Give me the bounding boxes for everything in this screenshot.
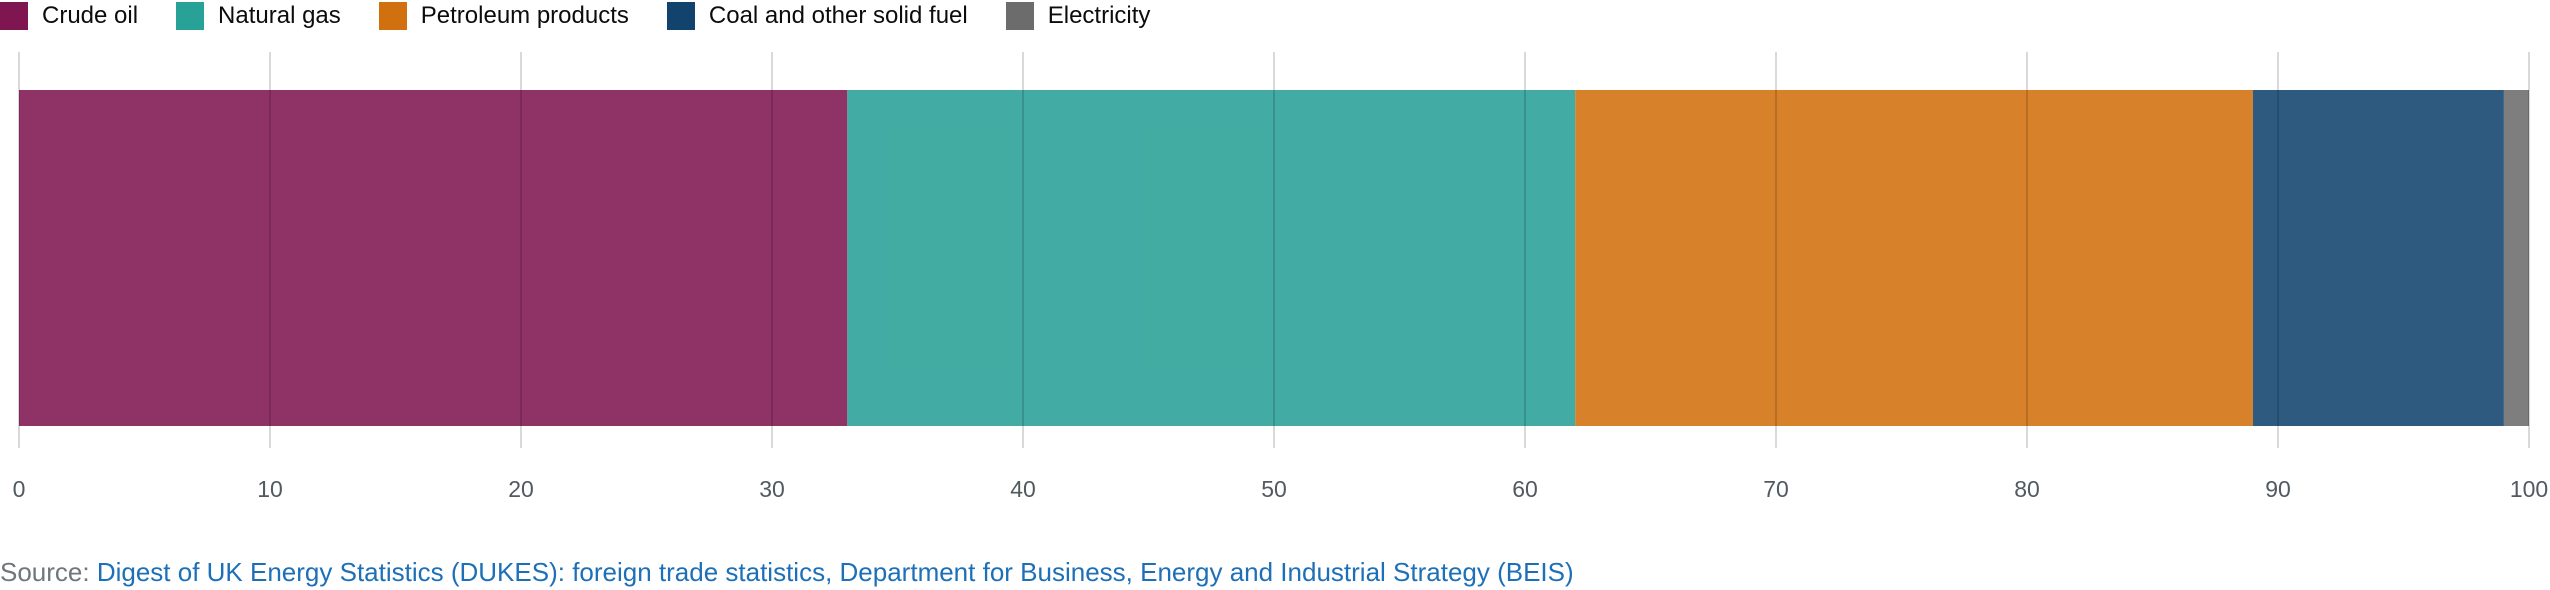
legend-swatch-4 [1005,2,1034,30]
bar-segment-3 [2252,90,2504,426]
legend-item-3: Coal and other solid fuel [666,2,968,30]
bars-layer [19,90,2529,426]
source-note: Source: Digest of UK Energy Statistics (… [0,557,1574,588]
x-tick-label-5: 50 [1261,476,1287,502]
bar-segment-4 [2503,90,2529,426]
legend-item-2: Petroleum products [378,2,629,30]
legend-item-1: Natural gas [176,2,341,30]
legend-item-0: Crude oil [0,2,138,30]
legend-swatch-0 [0,2,28,30]
x-tick-label-3: 30 [759,476,785,502]
x-axis-ticks: 0 10 20 30 40 50 60 70 80 90 100 [13,476,2549,502]
stacked-bar-chart: 0 10 20 30 40 50 60 70 80 90 100 [13,52,2549,502]
legend-label-3: Coal and other solid fuel [708,2,968,29]
bar-segment-0 [19,90,848,426]
x-tick-label-1: 10 [257,476,283,502]
legend-label-2: Petroleum products [420,2,629,29]
legend-label-1: Natural gas [218,2,341,29]
source-prefix: Source: [0,557,97,587]
chart-legend: Crude oil Natural gas Petroleum products Co… [0,0,1188,32]
bar-segment-2 [1575,90,2253,426]
gridlines-layer [18,52,2530,448]
x-tick-label-0: 0 [13,476,26,502]
x-tick-label-7: 70 [1763,476,1789,502]
legend-label-0: Crude oil [42,2,139,29]
x-tick-label-8: 80 [2014,476,2040,502]
x-tick-label-2: 20 [508,476,534,502]
source-link[interactable]: Digest of UK Energy Statistics (DUKES): … [96,557,1574,587]
x-tick-label-10: 100 [2510,476,2548,502]
x-tick-label-6: 60 [1512,476,1538,502]
legend-item-4: Electricity [1005,2,1151,30]
x-tick-label-4: 40 [1010,476,1036,502]
x-tick-label-9: 90 [2265,476,2291,502]
bar-segment-1 [847,90,1576,426]
legend-swatch-2 [378,2,407,30]
legend-swatch-1 [176,2,205,30]
legend-label-4: Electricity [1047,2,1151,29]
legend-swatch-3 [666,2,695,30]
